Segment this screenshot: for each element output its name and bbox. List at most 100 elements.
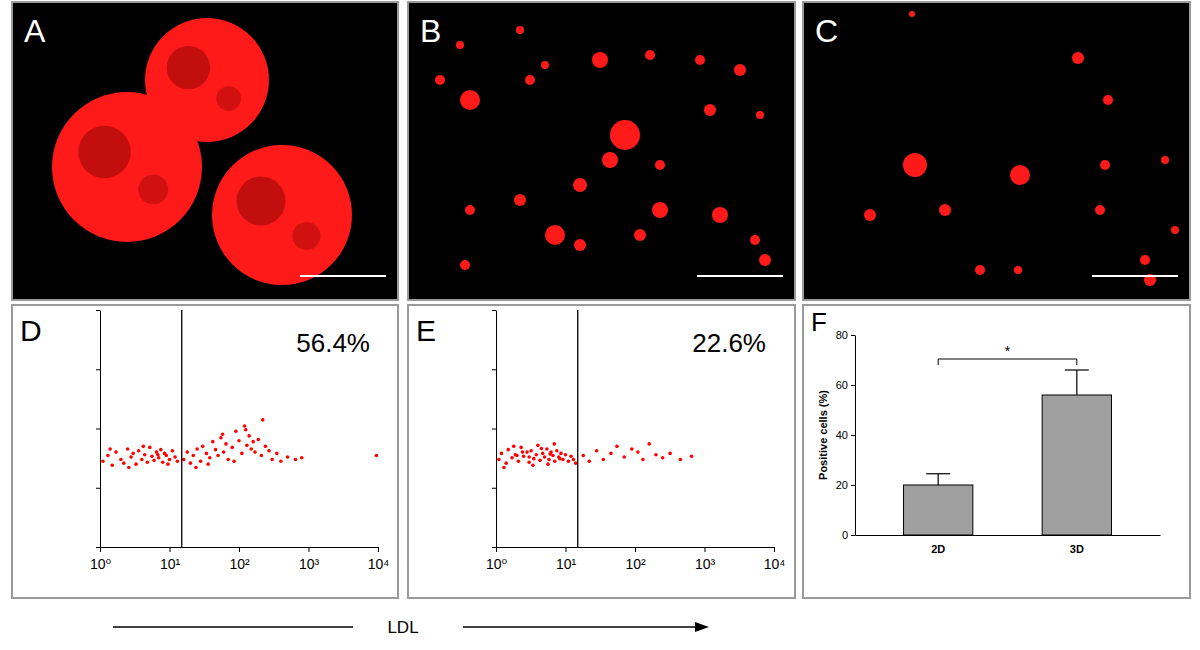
event-point — [668, 452, 672, 456]
event-point — [247, 434, 251, 438]
event-point — [581, 454, 585, 458]
cell-cluster — [645, 50, 655, 60]
event-point — [173, 455, 177, 459]
event-point — [191, 454, 195, 458]
y-axis — [96, 311, 101, 548]
cell-cluster — [610, 120, 640, 150]
event-point — [587, 459, 591, 463]
x-tick-mark — [309, 547, 310, 552]
x-tick: 2D — [931, 543, 945, 555]
y-tick-mark — [492, 488, 496, 489]
cell-cluster — [712, 207, 728, 223]
event-point — [152, 459, 156, 463]
event-point — [622, 455, 626, 459]
x-tick: 10² — [229, 547, 250, 572]
micrograph-panel: C — [803, 2, 1190, 300]
micrograph-background — [408, 2, 795, 300]
y-tick-mark — [851, 335, 855, 336]
plot-marks — [904, 370, 1112, 535]
cell-cluster — [460, 90, 480, 110]
y-tick-label: 80 — [836, 329, 848, 341]
event-point — [157, 456, 161, 460]
cell-cluster — [695, 55, 705, 65]
cell-cluster — [212, 145, 352, 285]
x-tick-label: 2D — [931, 543, 945, 555]
event-point — [546, 462, 550, 466]
event-point — [574, 461, 578, 465]
y-axis-line — [100, 311, 101, 548]
event-point — [647, 442, 651, 446]
cell-cluster — [903, 153, 927, 177]
error-cap — [926, 473, 950, 474]
x-tick-label: 10⁰ — [90, 556, 112, 572]
event-point — [159, 448, 163, 452]
y-tick-label: 60 — [836, 379, 848, 391]
error-bar — [938, 474, 939, 485]
x-tick-mark — [566, 547, 567, 552]
cell-cluster — [864, 209, 876, 221]
event-point — [595, 449, 599, 453]
y-tick: 60 — [836, 379, 855, 391]
cell-cluster — [975, 265, 985, 275]
event-point — [547, 458, 551, 462]
plot-marks — [101, 310, 378, 547]
event-point — [506, 448, 510, 452]
event-point — [500, 452, 504, 456]
event-point — [286, 455, 290, 459]
y-tick — [492, 429, 496, 430]
event-point — [527, 460, 531, 464]
x-axis-line — [856, 535, 1161, 536]
y-tick-label: 40 — [836, 429, 848, 441]
cell-shade — [167, 46, 210, 89]
cell-cluster — [750, 235, 760, 245]
event-point — [504, 461, 508, 465]
event-point — [300, 456, 304, 460]
error-cap — [1065, 369, 1089, 370]
significance-bracket — [938, 359, 1077, 365]
event-point — [609, 452, 613, 456]
y-tick: 80 — [836, 329, 855, 341]
cell-cluster — [655, 160, 665, 170]
x-axis: 10⁰10¹10²10³10⁴ — [90, 547, 389, 572]
cell-cluster — [1095, 205, 1105, 215]
event-point — [679, 458, 683, 462]
x-tick-mark — [239, 547, 240, 552]
panel-label: F — [811, 307, 827, 337]
event-point — [534, 453, 538, 457]
event-point — [559, 452, 563, 456]
x-tick-mark — [170, 547, 171, 552]
y-tick-mark — [851, 535, 855, 536]
background — [0, 0, 1200, 650]
cell-cluster — [573, 178, 587, 192]
event-point — [522, 454, 526, 458]
cell-cluster — [1010, 165, 1030, 185]
event-point — [189, 461, 193, 465]
event-point — [260, 454, 264, 458]
y-axis-line — [496, 311, 497, 548]
event-point — [244, 428, 248, 432]
figure-svg: ABC10⁰10¹10²10³10⁴56.4%DLDL10⁰10¹10²10³1… — [0, 0, 1200, 650]
x-tick: 10⁰ — [486, 547, 508, 572]
panel-frame — [408, 2, 795, 300]
y-axis: 020406080 — [836, 329, 856, 541]
cell-cluster — [704, 104, 716, 116]
cell-cluster — [909, 11, 915, 17]
event-point — [275, 452, 279, 456]
event-point — [558, 457, 562, 461]
scale-bar — [1092, 275, 1178, 277]
panel-label: B — [420, 13, 441, 49]
y-tick-mark — [492, 369, 496, 370]
y-tick: 40 — [836, 429, 855, 441]
figure: ABC10⁰10¹10²10³10⁴56.4%DLDL10⁰10¹10²10³1… — [0, 0, 1200, 650]
event-point — [541, 452, 545, 456]
event-point — [243, 424, 247, 428]
event-point — [208, 456, 212, 460]
x-tick-mark — [378, 547, 379, 552]
event-point — [140, 458, 144, 462]
x-tick: 10⁰ — [90, 547, 112, 572]
event-point — [690, 454, 694, 458]
panel-label: E — [416, 314, 436, 347]
event-point — [165, 454, 169, 458]
axis-title-line — [113, 626, 353, 628]
y-tick-mark — [851, 485, 855, 486]
